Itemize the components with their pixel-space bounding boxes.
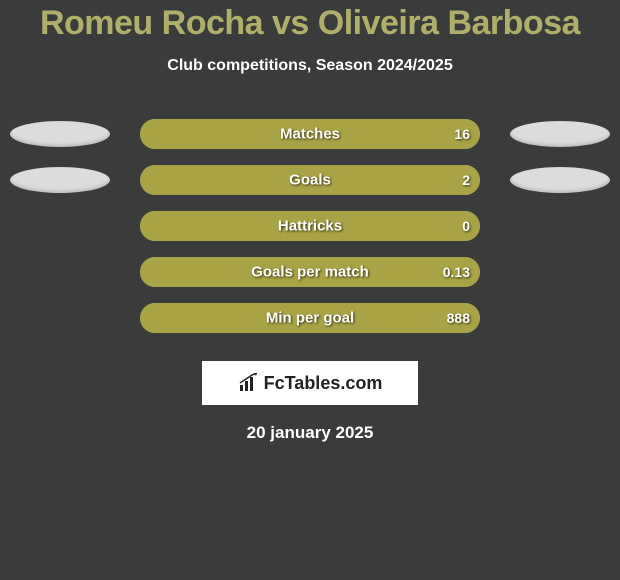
bar-chart-icon bbox=[238, 373, 260, 393]
player-indicator-right bbox=[510, 121, 610, 147]
stat-value: 888 bbox=[447, 310, 470, 326]
player-indicator-left bbox=[10, 167, 110, 193]
stat-label: Goals bbox=[289, 172, 331, 189]
stats-list: Matches 16 Goals 2 Hattricks 0 Goals per match… bbox=[0, 111, 620, 341]
stat-row: Goals 2 bbox=[0, 157, 620, 203]
stat-label: Min per goal bbox=[266, 310, 354, 327]
stat-row: Goals per match 0.13 bbox=[0, 249, 620, 295]
stat-value: 16 bbox=[454, 126, 470, 142]
subtitle: Club competitions, Season 2024/2025 bbox=[0, 57, 620, 75]
stat-bar: Goals 2 bbox=[140, 165, 480, 195]
page-title: Romeu Rocha vs Oliveira Barbosa bbox=[0, 4, 620, 43]
stat-bar: Matches 16 bbox=[140, 119, 480, 149]
stat-bar: Min per goal 888 bbox=[140, 303, 480, 333]
stat-row: Matches 16 bbox=[0, 111, 620, 157]
stat-row: Hattricks 0 bbox=[0, 203, 620, 249]
stat-bar: Goals per match 0.13 bbox=[140, 257, 480, 287]
stat-value: 2 bbox=[462, 172, 470, 188]
brand-text: FcTables.com bbox=[264, 373, 383, 394]
date-label: 20 january 2025 bbox=[0, 423, 620, 443]
stat-value: 0.13 bbox=[443, 264, 470, 280]
player-indicator-left bbox=[10, 121, 110, 147]
stat-label: Goals per match bbox=[251, 264, 369, 281]
stat-row: Min per goal 888 bbox=[0, 295, 620, 341]
comparison-infographic: Romeu Rocha vs Oliveira Barbosa Club com… bbox=[0, 0, 620, 580]
player-indicator-right bbox=[510, 167, 610, 193]
stat-label: Matches bbox=[280, 126, 340, 143]
brand-badge: FcTables.com bbox=[202, 361, 418, 405]
stat-value: 0 bbox=[462, 218, 470, 234]
stat-label: Hattricks bbox=[278, 218, 342, 235]
stat-bar: Hattricks 0 bbox=[140, 211, 480, 241]
